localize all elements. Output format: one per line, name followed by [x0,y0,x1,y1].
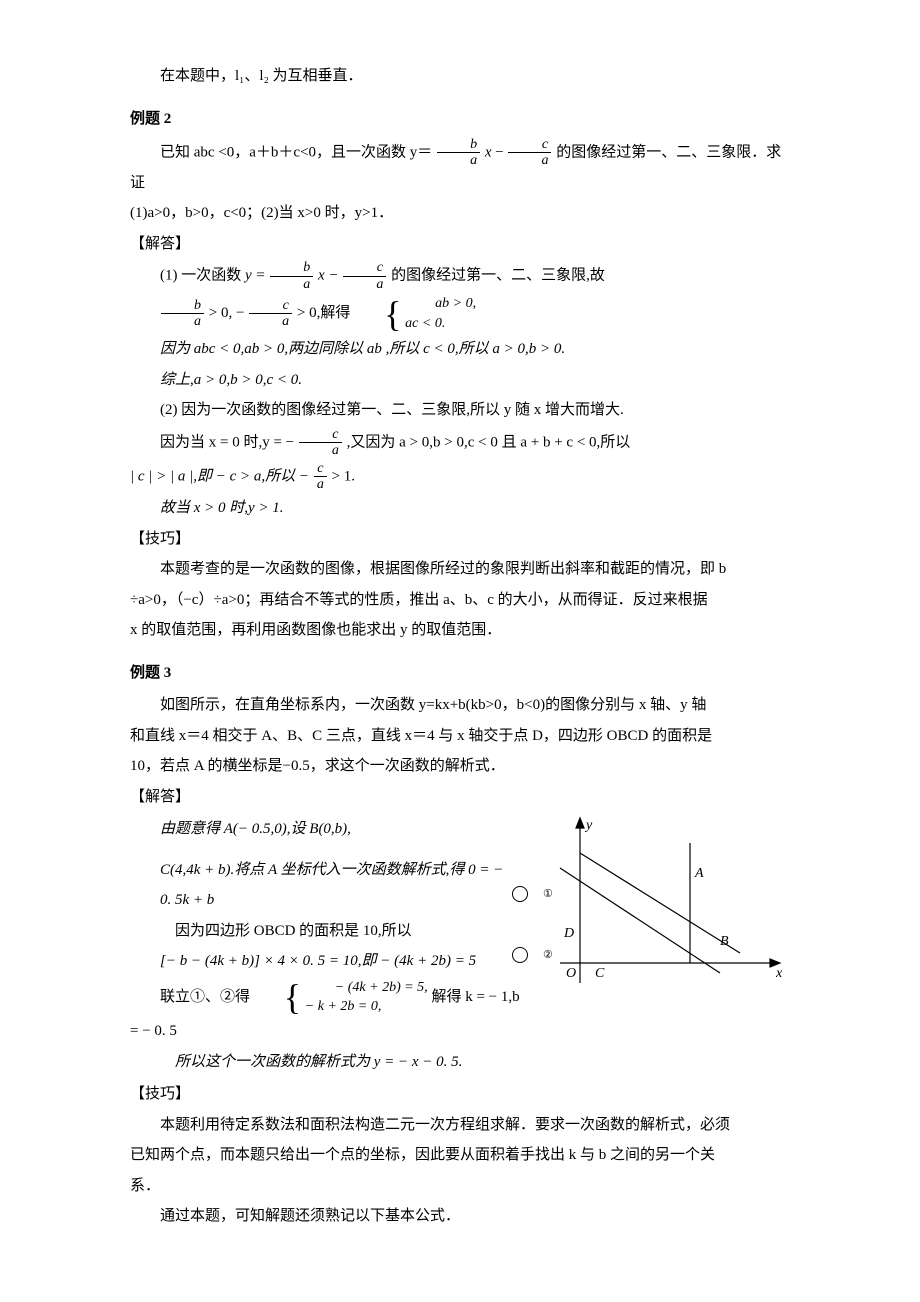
ex2-a8: 故当 x > 0 时,y > 1. [130,494,790,523]
ex3-figure: y x O A B C D [540,813,790,1014]
ex2-a7: | c | > | a |,即 − c > a,所以 − ca > 1. [130,461,790,493]
t: ,又因为 a > 0,b > 0,c < 0 且 a + b + c < 0,所… [347,434,631,450]
example-2-title: 例题 2 [130,105,790,134]
intro-line: 在本题中，l₁、l₂ 为互相垂直． [130,62,790,91]
case1: − (4k + 2b) = 5, [335,980,428,995]
frac: ca [314,461,327,493]
num: c [508,137,551,153]
ex2-a4: 综上,a > 0,b > 0,c < 0. [130,366,790,395]
ex3-tip3: 系． [130,1172,790,1201]
eq-number-2-icon: ② [512,947,528,963]
ex3-a2: C(4,4k + b).将点 A 坐标代入一次函数解析式,得 0 = − [130,856,528,885]
frac: ba [270,260,313,292]
frac-b-a: ba [437,137,480,169]
ex3-tip2: 已知两个点，而本题只给出一个点的坐标，因此要从面积着手找出 k 与 b 之间的另… [130,1141,790,1170]
answer-label: 【解答】 [130,230,790,259]
brace-icon: { [254,988,301,1006]
cases: ab > 0, ac < 0. [405,294,476,333]
cases: − (4k + 2b) = 5, − k + 2b = 0, [305,978,428,1017]
t: 联立①、②得 [160,989,250,1005]
case2: − k + 2b = 0, [305,999,382,1014]
den: a [508,153,551,168]
brace-icon: { [354,305,401,323]
ex2-a5: (2) 因为一次函数的图像经过第一、二、三象限,所以 y 随 x 增大而增大. [130,396,790,425]
label-C: C [595,966,605,981]
ex3-p3: 10，若点 A 的横坐标是−0.5，求这个一次函数的解析式． [130,752,790,781]
t: (1) 一次函数 [160,268,245,284]
t: y = [245,268,269,284]
x-var: x [485,144,492,160]
t: > 0, − [209,305,245,321]
case1: ab > 0, [435,296,476,311]
ex2-a2: ba > 0, − ca > 0,解得 { ab > 0, ac < 0. [130,294,790,333]
ex2-problem-line2: (1)a>0，b>0，c<0；(2)当 x>0 时，y>1． [130,199,790,228]
tip-label: 【技巧】 [130,1080,790,1109]
t: 因为当 x = 0 时,y = − [160,434,298,450]
den: a [161,314,204,329]
frac: ca [299,427,342,459]
num: c [249,298,292,314]
frac-c-a: ca [508,137,551,169]
case2: ac < 0. [405,316,445,331]
ex3-p2: 和直线 x＝4 相交于 A、B、C 三点，直线 x＝4 与 x 轴交于点 D，四… [130,722,790,751]
den: a [270,277,313,292]
ex2-tip2: ÷a>0，（−c）÷a>0；再结合不等式的性质，推出 a、b、c 的大小，从而得… [130,586,790,615]
frac: ca [343,260,386,292]
coordinate-diagram: y x O A B C D [540,813,790,1003]
label-A: A [694,866,704,881]
ex2-a3: 因为 abc < 0,ab > 0,两边同除以 ab ,所以 c < 0,所以 … [130,335,790,364]
ex2-tip3: x 的取值范围，再利用函数图像也能求出 y 的取值范围． [130,616,790,645]
den: a [249,314,292,329]
t: > 1. [332,468,355,484]
label-B: B [720,934,729,949]
num: c [299,427,342,443]
ex3-a5: [− b − (4k + b)] × 4 × 0. 5 = 10,即 − (4k… [130,947,528,976]
num: c [343,260,386,276]
t: 的图像经过第一、二、三象限,故 [391,268,605,284]
ex2-a6: 因为当 x = 0 时,y = − ca ,又因为 a > 0,b > 0,c … [130,427,790,459]
ex3-body: 由题意得 A(− 0.5,0),设 B(0,b), C(4,4k + b).将点… [130,813,790,1078]
label-y: y [584,818,593,833]
ex2-problem-prefix: 已知 abc <0，a＋b＋c<0，且一次函数 y＝ [160,144,432,160]
ex2-tip1: 本题考查的是一次函数的图像，根据图像所经过的象限判断出斜率和截距的情况，即 b [130,555,790,584]
t: > 0,解得 [297,305,350,321]
num: b [161,298,204,314]
label-x: x [775,966,783,981]
t: 0. 5k + b [130,886,214,915]
label-O: O [566,966,576,981]
eq-number-1-icon: ① [512,886,528,902]
frac: ca [249,298,292,330]
ex3-a1: 由题意得 A(− 0.5,0),设 B(0,b), [130,815,528,844]
num: b [437,137,480,153]
den: a [343,277,386,292]
spacer [130,846,528,854]
ex2-a1: (1) 一次函数 y = ba x − ca 的图像经过第一、二、三象限,故 [130,260,790,292]
answer-label: 【解答】 [130,783,790,812]
ex3-tip4: 通过本题，可知解题还须熟记以下基本公式． [130,1202,790,1231]
ex3-a4: 因为四边形 OBCD 的面积是 10,所以 [130,917,528,946]
ex3-p1: 如图所示，在直角坐标系内，一次函数 y=kx+b(kb>0，b<0)的图像分别与… [130,691,790,720]
ex3-a7: 所以这个一次函数的解析式为 y = − x − 0. 5. [130,1048,528,1077]
t: [− b − (4k + b)] × 4 × 0. 5 = 10,即 − (4k… [130,947,476,976]
frac: ba [161,298,204,330]
den: a [437,153,480,168]
ex3-a3: 0. 5k + b ① [130,886,528,915]
t: x − [318,268,342,284]
num: c [314,461,327,477]
ex2-problem-line1: 已知 abc <0，a＋b＋c<0，且一次函数 y＝ ba x − ca 的图像… [130,137,790,197]
num: b [270,260,313,276]
den: a [299,443,342,458]
tip-label: 【技巧】 [130,525,790,554]
label-D: D [563,926,574,941]
example-3-title: 例题 3 [130,659,790,688]
ex3-text-column: 由题意得 A(− 0.5,0),设 B(0,b), C(4,4k + b).将点… [130,813,528,1078]
den: a [314,477,327,492]
ex3-tip1: 本题利用待定系数法和面积法构造二元一次方程组求解．要求一次函数的解析式，必须 [130,1111,790,1140]
t: | c | > | a |,即 − c > a,所以 − [130,468,313,484]
ex3-a6: 联立①、②得 { − (4k + 2b) = 5, − k + 2b = 0, … [130,978,528,1046]
